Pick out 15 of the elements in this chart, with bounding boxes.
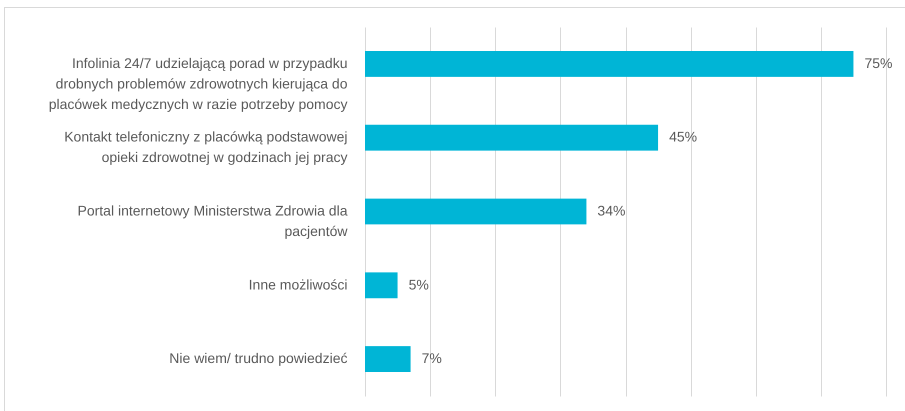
bar [365,124,658,151]
y-tick-label: Infolinia 24/7 udzielającą porad w przypadku drobnych problemów zdrowotnych kierująca do placówek medycznych w razie potrzeby pomocy [48,54,348,112]
y-tick-label: Inne możliwości [248,276,348,292]
y-tick-label: Nie wiem/ trudno powiedzieć [169,350,348,366]
data-label: 7% [422,350,442,366]
bar [365,272,398,298]
data-label: 5% [408,276,429,292]
bar [365,50,854,77]
y-tick-label: Portal internetowy Ministerstwa Zdrowia dla pacjentów [78,202,348,239]
data-label: 34% [597,202,626,218]
data-label: 75% [864,54,892,71]
bar [365,346,411,372]
data-label: 45% [669,128,698,145]
bar [365,198,586,224]
y-tick-label: Kontakt telefoniczny z placówką podstawowej opieki zdrowotnej w godzinach jej pracy [64,128,348,166]
